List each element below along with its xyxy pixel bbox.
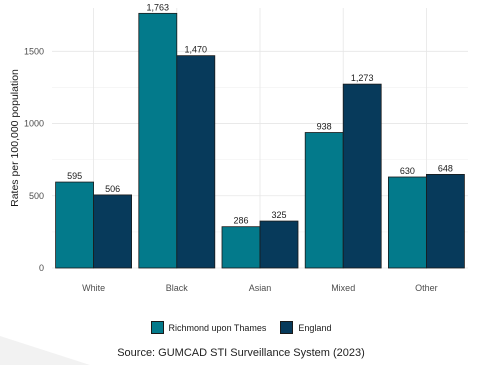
data-label: 648 xyxy=(438,163,453,173)
data-label: 595 xyxy=(67,171,82,181)
y-axis-title: Rates per 100,000 population xyxy=(9,69,21,207)
bar-other-england xyxy=(425,173,465,269)
bar-mixed-richmond xyxy=(304,132,344,269)
y-tick-label: 1500 xyxy=(24,46,44,56)
legend-item-richmond: Richmond upon Thames xyxy=(150,321,267,334)
legend-label-richmond: Richmond upon Thames xyxy=(168,322,267,333)
watermark-fade xyxy=(0,336,90,365)
bar-mixed-england xyxy=(342,83,382,269)
x-tick-label: Black xyxy=(166,283,189,293)
data-label: 1,763 xyxy=(147,2,170,12)
y-tick-label: 500 xyxy=(29,191,44,201)
x-tick-label: Asian xyxy=(249,283,272,293)
legend-swatch-richmond xyxy=(150,321,164,334)
data-label: 325 xyxy=(271,210,286,220)
bar-white-richmond xyxy=(55,181,94,269)
bar-black-england xyxy=(176,55,216,269)
bar-white-england xyxy=(93,194,132,269)
data-label: 286 xyxy=(233,216,248,226)
data-label: 1,273 xyxy=(351,73,374,83)
bar-asian-england xyxy=(259,220,299,269)
chart-legend: Richmond upon Thames England xyxy=(0,321,482,334)
data-label: 630 xyxy=(400,166,415,176)
legend-item-england: England xyxy=(280,321,331,334)
bar-other-richmond xyxy=(387,176,427,269)
data-label: 938 xyxy=(317,122,332,132)
x-tick-label: Other xyxy=(415,283,438,293)
bar-chart: 0 500 1000 1500 595 506 White 1,763 1,470 Black 28… xyxy=(9,2,468,293)
y-tick-label: 0 xyxy=(39,263,44,273)
bar-black-richmond xyxy=(138,12,178,269)
data-label: 1,470 xyxy=(185,45,208,55)
y-tick-label: 1000 xyxy=(24,119,44,129)
x-tick-label: White xyxy=(82,283,105,293)
source-caption: Source: GUMCAD STI Surveillance System (… xyxy=(117,347,365,359)
bar-asian-richmond xyxy=(221,226,261,269)
data-label: 506 xyxy=(105,184,120,194)
x-tick-label: Mixed xyxy=(331,283,355,293)
legend-swatch-england xyxy=(280,321,294,334)
legend-label-england: England xyxy=(298,322,332,333)
